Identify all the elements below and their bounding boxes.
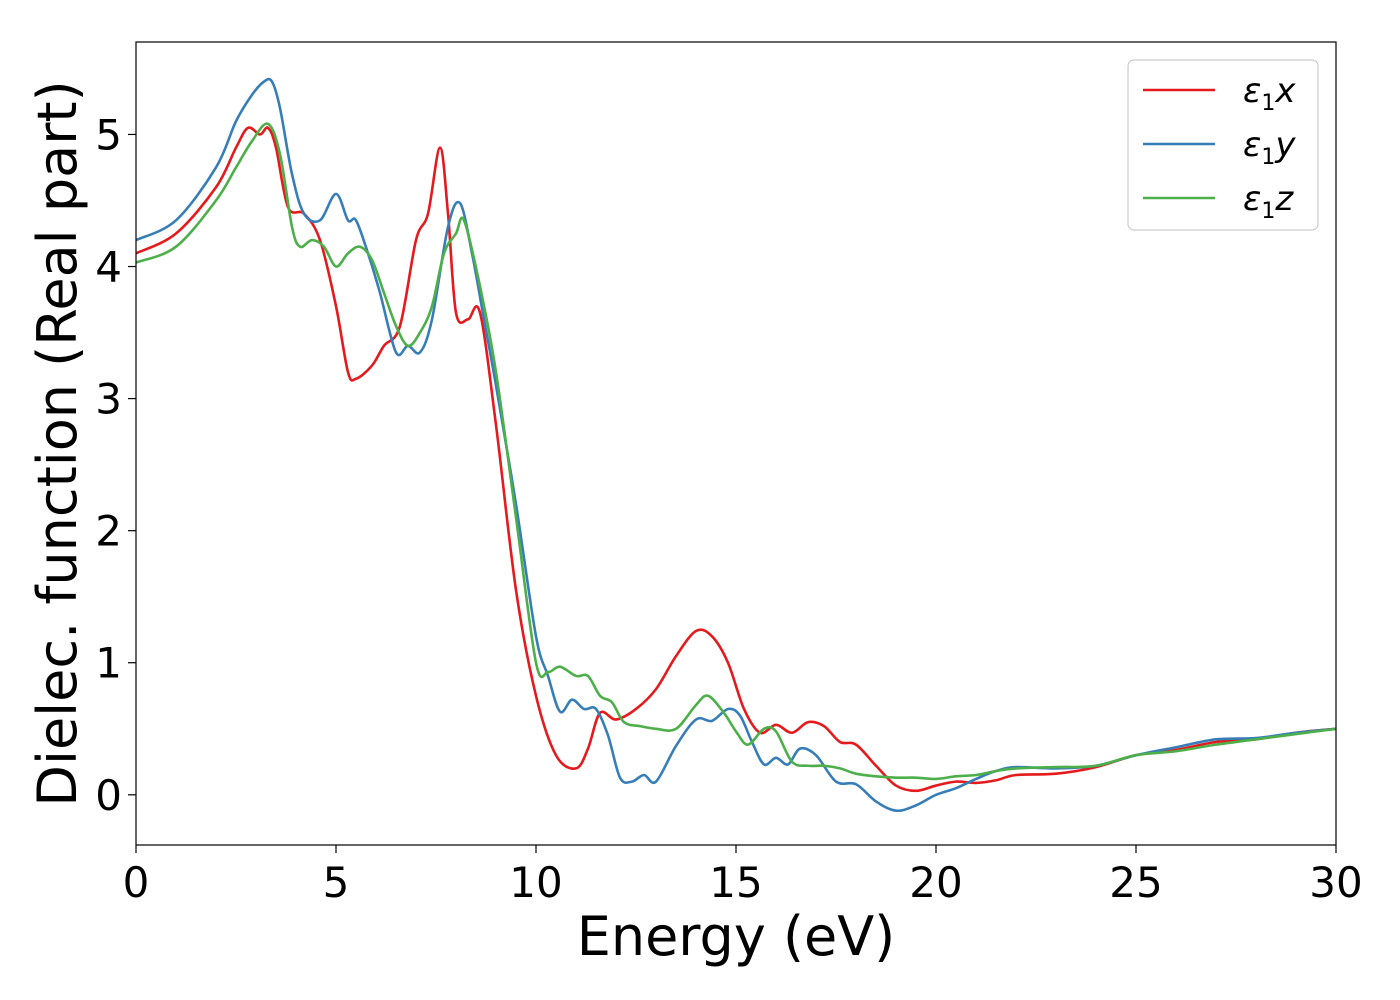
series-line-y	[135, 77, 1337, 813]
series-line-z	[135, 122, 1337, 781]
series-layer	[135, 77, 1337, 813]
x-axis-label: Energy (eV)	[577, 905, 896, 968]
x-tick-label: 0	[123, 858, 150, 907]
legend: ε1x ε1y ε1z	[1127, 59, 1319, 231]
x-tick-label: 15	[709, 858, 762, 907]
y-axis: 0 1 2 3 4 5	[95, 110, 136, 820]
legend-label-z: ε1z	[1243, 179, 1294, 224]
legend-box	[1127, 59, 1319, 231]
y-tick-label: 4	[95, 243, 122, 292]
x-tick-label: 10	[509, 858, 562, 907]
x-tick-label: 5	[323, 858, 350, 907]
x-tick-label: 25	[1109, 858, 1162, 907]
y-tick-label: 0	[95, 771, 122, 820]
y-tick-label: 1	[95, 639, 122, 688]
x-tick-label: 30	[1309, 858, 1362, 907]
y-axis-label: Dielec. function (Real part)	[26, 80, 89, 806]
x-tick-label: 20	[909, 858, 962, 907]
legend-label-x: ε1x	[1243, 71, 1296, 116]
legend-label-y: ε1y	[1243, 125, 1296, 170]
y-tick-label: 5	[95, 110, 122, 159]
y-tick-label: 3	[95, 375, 122, 424]
y-tick-label: 2	[95, 507, 122, 556]
x-axis: 0 5 10 15 20 25 30	[123, 845, 1363, 907]
